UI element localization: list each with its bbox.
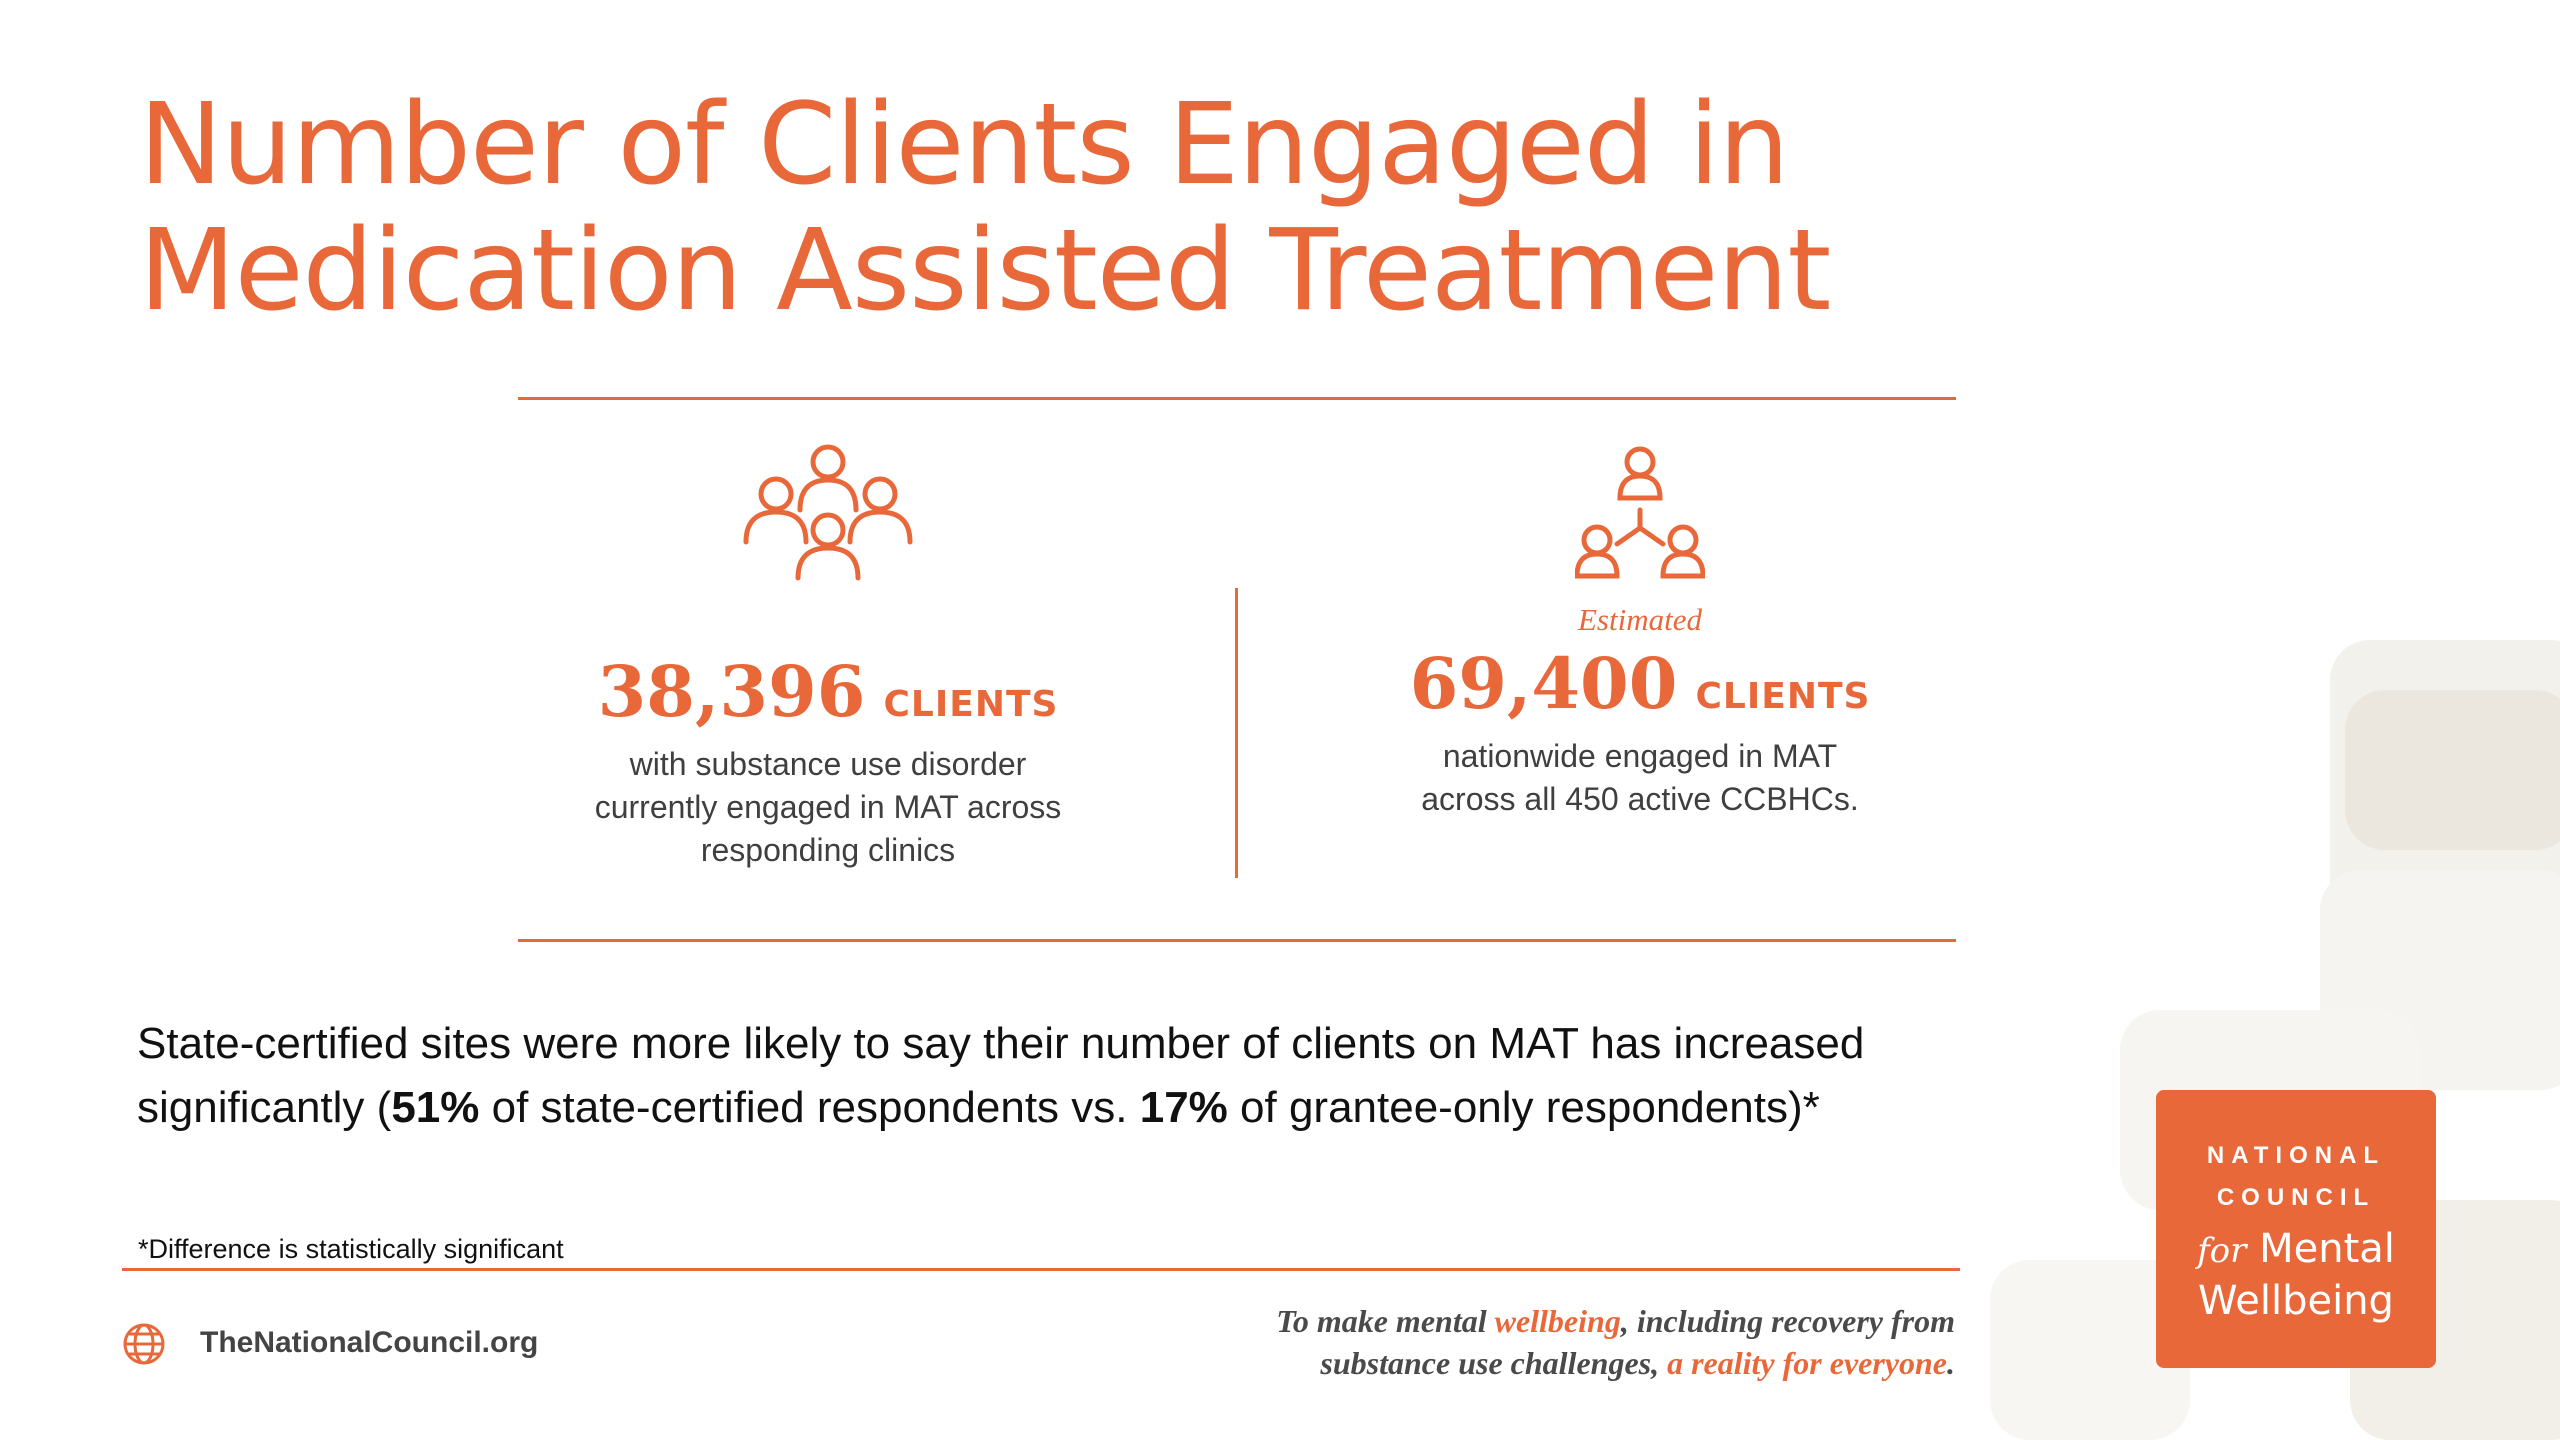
tagline-accent-1: wellbeing [1494, 1303, 1621, 1339]
bottom-divider [518, 939, 1956, 942]
website-link[interactable]: TheNationalCouncil.org [200, 1326, 539, 1359]
left-stat-unit: CLIENTS [883, 684, 1059, 725]
right-stat-unit: CLIENTS [1695, 676, 1871, 717]
summary-pct-2: 17% [1139, 1083, 1228, 1132]
tagline-accent-2: a reality for everyone [1667, 1345, 1947, 1381]
tagline-part-3: . [1947, 1345, 1955, 1381]
summary-part-3: of grantee-only respondents)* [1227, 1083, 1820, 1132]
center-divider [1235, 588, 1238, 878]
globe-icon [122, 1322, 166, 1371]
footer-divider [122, 1268, 1960, 1271]
logo-line-4: Wellbeing [2198, 1278, 2394, 1324]
summary-part-1: State-certified sites were more likely t… [137, 1019, 1865, 1132]
right-stat-description: nationwide engaged in MAT across all 450… [1421, 738, 1859, 817]
summary-pct-1: 51% [391, 1083, 480, 1132]
group-people-icon [518, 440, 1138, 588]
logo-line-3: Mental [2259, 1226, 2395, 1272]
logo-line-1: NATIONAL [2206, 1142, 2386, 1169]
left-stat-value: 38,396 [597, 650, 866, 733]
tagline: To make mental wellbeing, including reco… [1150, 1300, 1955, 1384]
left-stat: 38,396 CLIENTS with substance use disord… [518, 440, 1138, 872]
national-council-logo: NATIONAL COUNCIL for Mental Wellbeing [2156, 1090, 2436, 1368]
top-divider [518, 397, 1956, 400]
left-stat-description: with substance use disorder currently en… [594, 746, 1062, 868]
network-people-icon [1320, 440, 1960, 588]
summary-part-2: of state-certified respondents vs. [479, 1083, 1140, 1132]
right-stat: Estimated 69,400 CLIENTS nationwide enga… [1320, 440, 1960, 821]
tagline-part-2: , including recovery from substance use … [1320, 1303, 1955, 1381]
summary-text: State-certified sites were more likely t… [137, 1012, 2097, 1140]
logo-for: for [2197, 1231, 2247, 1271]
logo-line-2: COUNCIL [2216, 1184, 2376, 1211]
footnote: *Difference is statistically significant [138, 1234, 564, 1264]
tagline-part-1: To make mental [1276, 1303, 1495, 1339]
right-stat-qualifier: Estimated [1578, 602, 1702, 637]
right-stat-value: 69,400 [1409, 642, 1678, 725]
page-title: Number of Clients Engaged in Medication … [139, 80, 1831, 336]
decorative-shape [2345, 690, 2560, 850]
